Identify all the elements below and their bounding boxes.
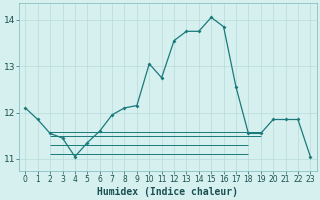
X-axis label: Humidex (Indice chaleur): Humidex (Indice chaleur) xyxy=(97,186,238,197)
